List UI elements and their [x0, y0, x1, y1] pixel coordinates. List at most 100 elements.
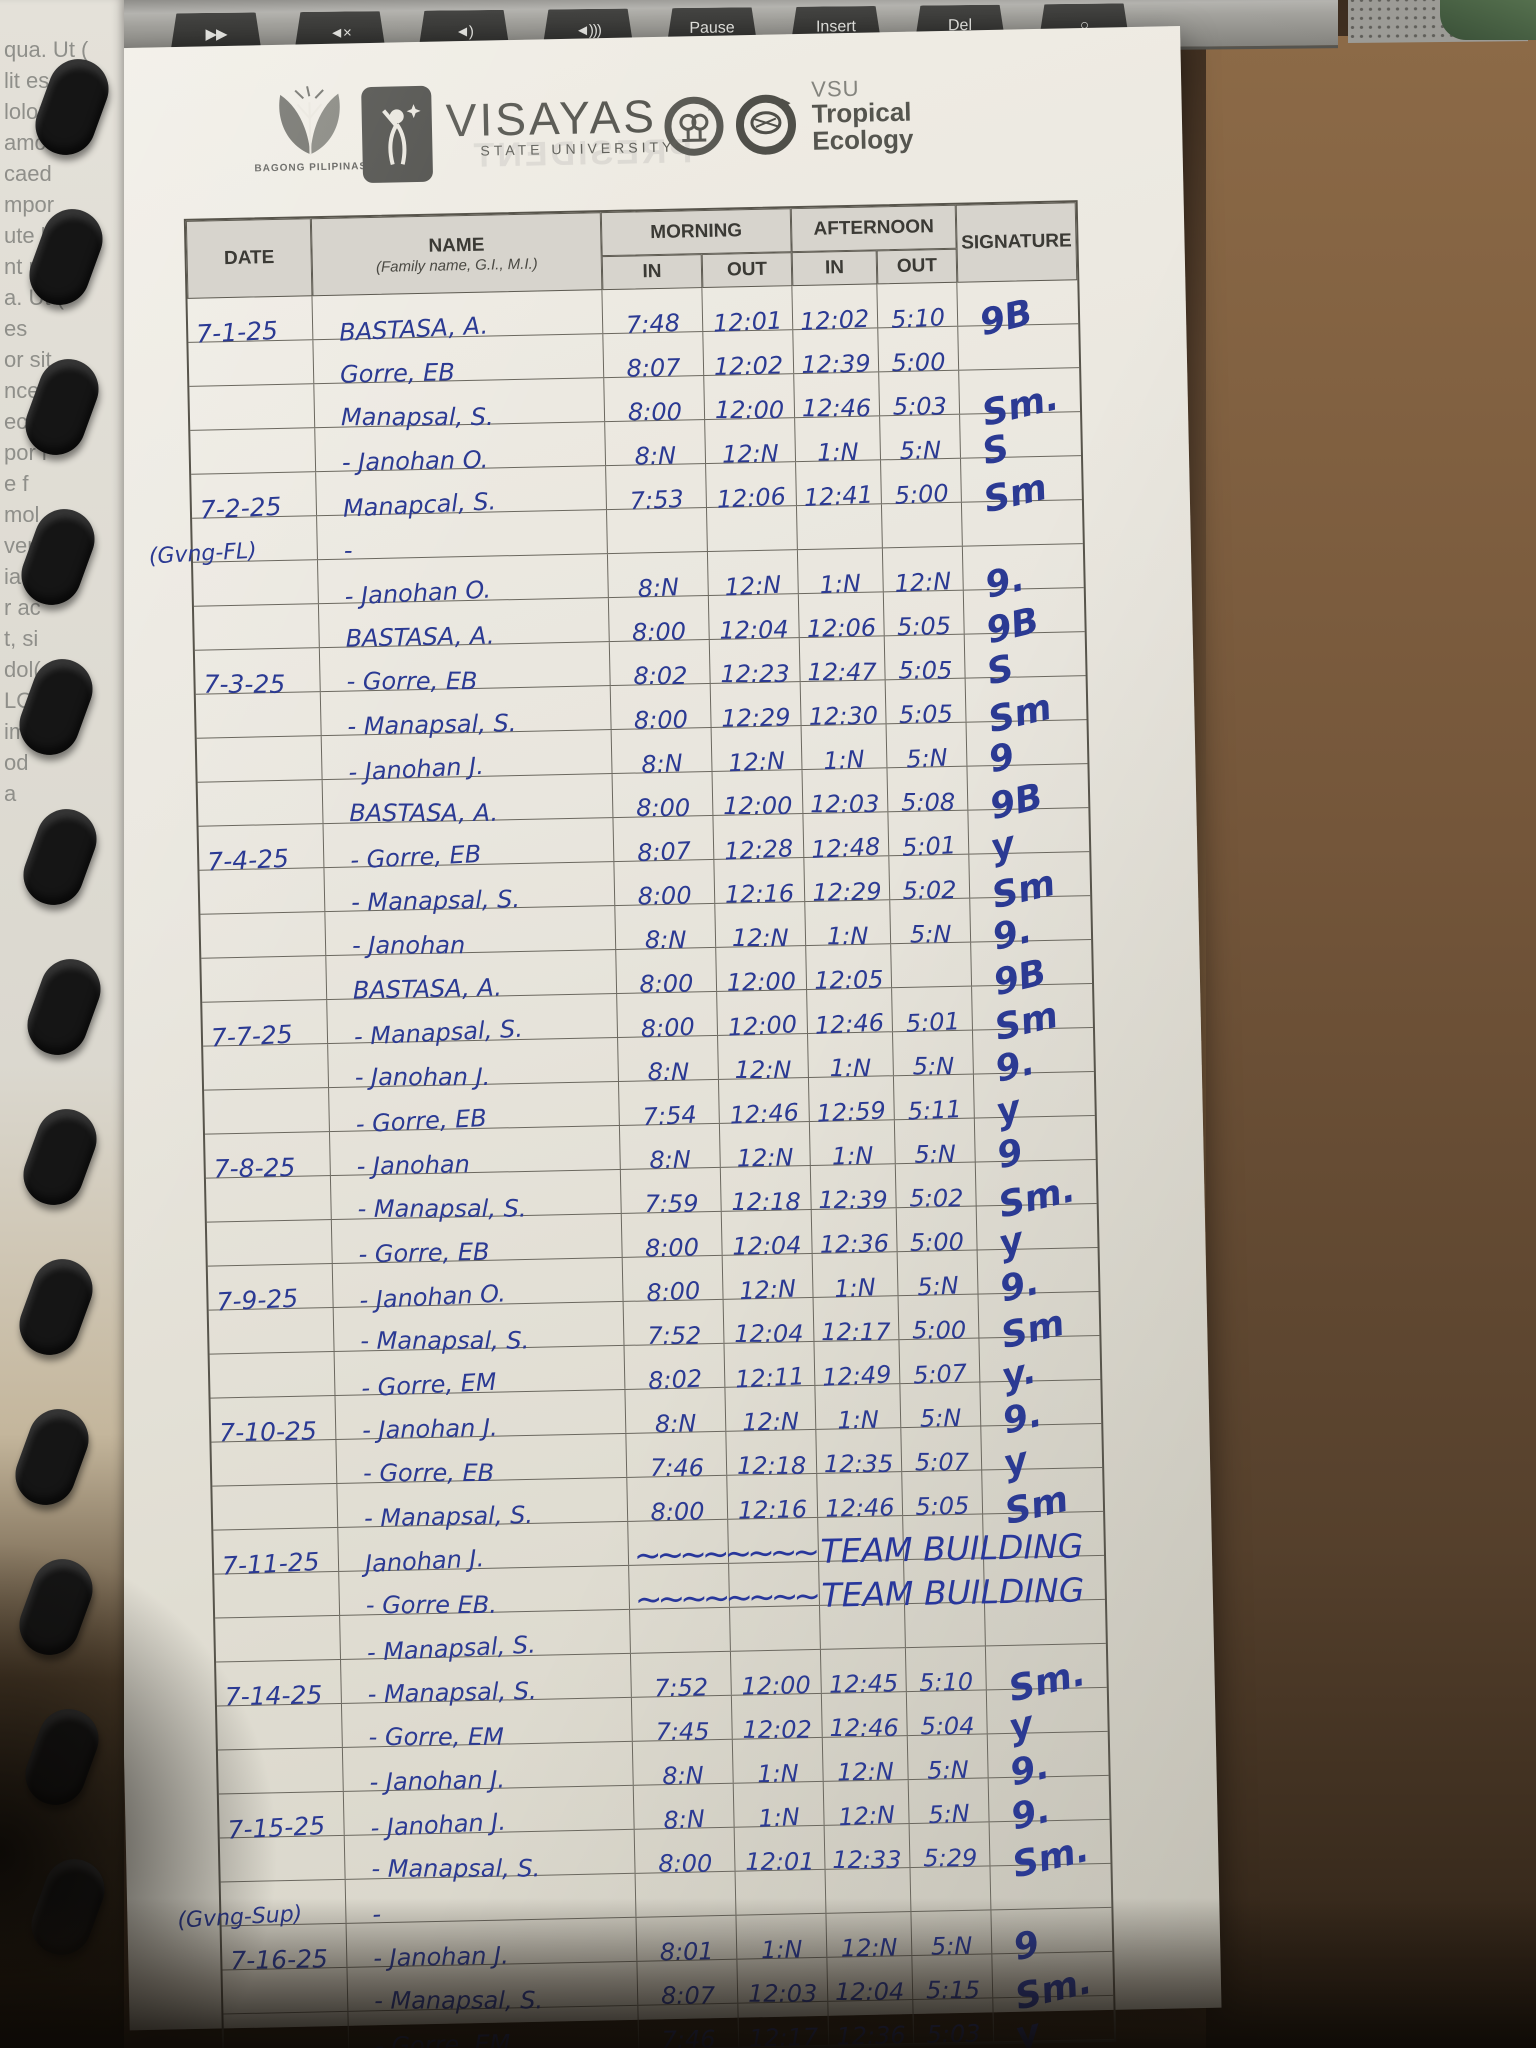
cell-date [212, 1483, 339, 1530]
cell-afternoon-in: 12:36 [828, 2000, 915, 2048]
cell-morning-out: 12:01 [734, 1825, 826, 1876]
vsu-seal-logo [361, 85, 434, 184]
cell-afternoon-out: 5:03 [913, 1998, 995, 2048]
column-header-name: NAME (Family name, G.I., M.I.) [310, 212, 603, 297]
cell-signature: y [977, 1204, 1098, 1265]
cell-date [193, 604, 320, 650]
cell-signature: Sm [961, 456, 1082, 521]
cell-afternoon-out: 5:N [893, 1030, 974, 1080]
cell-name: - Gorre, EB [319, 642, 611, 695]
cell-afternoon-out: 5:N [890, 898, 972, 948]
cell-morning-out: 12:N [715, 902, 807, 952]
cell-afternoon-out: 5:29 [909, 1822, 991, 1872]
cell-signature: Sm. [990, 1820, 1111, 1887]
cell-date: 7-11-25 [213, 1527, 340, 1581]
cell-afternoon-out [910, 1866, 992, 1912]
handwritten-time: 12:17 [748, 2023, 819, 2048]
cell-morning-in: 8:N [625, 1387, 727, 1438]
key-media-icon: ◄× [329, 23, 351, 42]
cell-date [188, 340, 315, 386]
handwritten-time: 12:36 [836, 2021, 906, 2048]
cell-afternoon-in [825, 1868, 912, 1913]
desk-wood-background [1206, 36, 1536, 2048]
cell-afternoon-in: 1:N [801, 724, 888, 775]
cell-afternoon-out: 5:03 [879, 370, 961, 421]
text-fragment: mpor [4, 192, 55, 217]
cell-afternoon-in: 12:46 [817, 1472, 904, 1523]
cell-signature: 9B [964, 588, 1085, 652]
cell-name: - Janohan O. [332, 1257, 624, 1314]
handwritten-time: 7:46 [661, 2025, 716, 2048]
org-ecology-label: Ecology [812, 124, 914, 157]
sheet-header: BAGONG PILIPINAS VISAYAS STATE UNIVERSIT… [88, 26, 1183, 221]
cell-afternoon-out [891, 942, 973, 988]
cell-afternoon-out: 5:N [886, 722, 968, 773]
cell-name: - Gorre, EM [348, 2005, 640, 2048]
text-fragment: t, si [4, 626, 39, 651]
cell-afternoon-in: 1:N [809, 1120, 896, 1171]
cell-morning-out: 12:N [725, 1385, 817, 1436]
cell-name: - Manapsal, S. [327, 993, 619, 1051]
text-fragment: a [4, 781, 17, 806]
cell-morning-out: 12:04 [708, 594, 800, 645]
cell-date [215, 1615, 342, 1662]
cell-morning-out: 12:01 [702, 286, 794, 338]
text-fragment: caed [4, 161, 52, 186]
cell-afternoon-in: 1:N [797, 548, 884, 599]
cell-morning-in: 8:01 [636, 1915, 738, 1966]
cell-morning-in: 8:00 [634, 1827, 736, 1878]
cell-afternoon-out: 5:01 [892, 986, 973, 1038]
cell-signature [991, 1864, 1112, 1910]
cell-name: Janohan J. [338, 1521, 630, 1578]
cell-morning-in: 7:48 [602, 288, 704, 339]
cell-signature: y. [979, 1336, 1100, 1398]
cell-name: BASTASA, A. [318, 598, 610, 653]
cell-name: BASTASA, A. [326, 950, 618, 1005]
handwritten-signature: y [1011, 2011, 1044, 2048]
cell-afternoon-in: 12:30 [800, 680, 887, 731]
cell-signature: y [987, 1688, 1108, 1749]
cell-name: - Gorre, EB [329, 1081, 620, 1138]
cell-morning-in: 8:00 [621, 1211, 723, 1262]
cell-afternoon-in: 12:N [822, 1736, 909, 1787]
cell-signature: S [960, 412, 1081, 474]
cell-afternoon-in: 12:48 [803, 812, 890, 864]
cell-date [199, 868, 326, 914]
cell-afternoon-out: 5:02 [895, 1162, 977, 1212]
cell-afternoon-in: 1:N [815, 1384, 902, 1434]
cell-morning-out: 12:00 [716, 946, 808, 997]
cell-morning-in: 7:53 [606, 464, 707, 515]
cell-morning-out: 1:N [736, 1913, 828, 1964]
cell-morning-out: 12:04 [721, 1209, 813, 1261]
cell-morning-out: 12:00 [717, 990, 809, 1042]
cell-afternoon-in: 12:06 [798, 592, 885, 643]
cell-afternoon-in: 12:46 [807, 988, 893, 1040]
cell-date: 7-4-25 [198, 824, 325, 877]
cell-afternoon-out: 5:02 [889, 854, 971, 905]
cell-afternoon-in: 12:41 [796, 460, 882, 512]
cell-signature [958, 324, 1079, 370]
cell-date: 7-16-25 [221, 1923, 348, 1975]
cell-name: - Gorre, EB [336, 1433, 628, 1487]
cell-morning-out: 12:00 [730, 1649, 822, 1701]
cell-name: - Gorre, EB [323, 818, 615, 874]
cell-morning-in: 8:N [618, 1035, 719, 1086]
key-media-icon: ◄))) [575, 21, 601, 39]
attendance-table: DATE NAME (Family name, G.I., M.I.) MORN… [148, 200, 1117, 2048]
cell-morning-out: 12:N [718, 1034, 809, 1084]
cell-name: - Manapsal, S. [320, 686, 612, 741]
cell-date: (Gvng-Sup) [177, 1879, 347, 1934]
cell-name: - Gorre, EB [331, 1213, 623, 1268]
cell-afternoon-out: 5:N [900, 1382, 982, 1433]
cell-afternoon-in: 1:N [795, 416, 882, 467]
cell-date [196, 736, 323, 782]
cell-morning-in: 7:45 [631, 1695, 733, 1746]
attendance-sheet-page: BAGONG PILIPINAS VISAYAS STATE UNIVERSIT… [88, 26, 1222, 2048]
cell-name: - Manapsal, S. [347, 1961, 639, 2015]
cell-name: - [345, 1873, 637, 1928]
cell-afternoon-in: 12:39 [793, 328, 880, 379]
cell-signature: 9B [971, 940, 1092, 1004]
cell-signature: 9. [973, 1028, 1094, 1091]
cell-signature: 9. [989, 1776, 1110, 1839]
cell-date: 7-2-25 [191, 472, 318, 525]
